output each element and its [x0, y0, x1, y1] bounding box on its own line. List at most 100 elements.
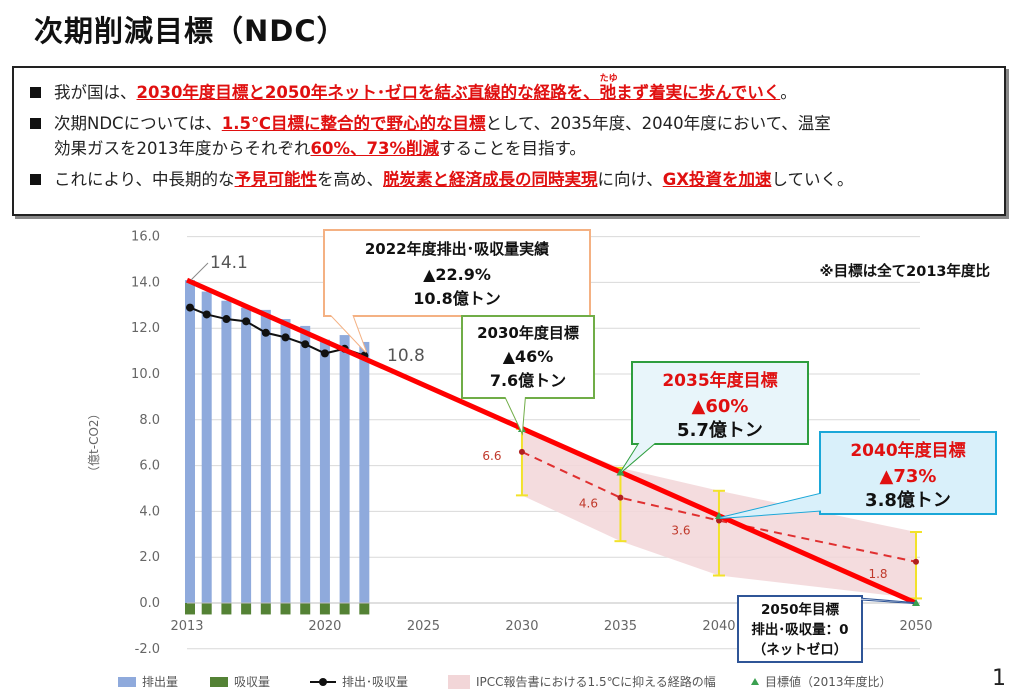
bullet1-highlight-2: まず着実に歩んでいく	[616, 83, 781, 102]
ipcc-value-label: 6.6	[482, 449, 501, 463]
target-pathway-line	[185, 277, 918, 606]
bullet1-highlight-1: 2030年度目標と2050年ネット･ゼロを結ぶ直線的な経路を、	[136, 83, 600, 102]
y-tick-label: 6.0	[139, 459, 160, 474]
bullet2-line2-pre: 効果ガスを2013年度からそれぞれ	[54, 139, 311, 158]
callout-2050-line2: 排出･吸収量：0	[751, 621, 848, 638]
bullet2-post: することを目指す。	[439, 139, 586, 158]
ipcc-value-label: 1.8	[868, 567, 887, 581]
net-emissions-point	[202, 310, 211, 319]
net-emissions-point	[301, 340, 310, 349]
ipcc-value-label: 3.6	[671, 524, 690, 538]
bullet3-mid2: に向け、	[597, 170, 663, 189]
ipcc-median-point	[617, 494, 624, 501]
summary-box: 我が国は、2030年度目標と2050年ネット･ゼロを結ぶ直線的な経路を、 たゆ 弛ま…	[12, 66, 1006, 216]
legend-label-emissions: 排出量	[142, 675, 178, 689]
end2022-value-label: 10.8	[387, 346, 425, 366]
callout-2040-line1: 2040年度目標	[850, 440, 965, 461]
emissions-bar	[319, 339, 330, 603]
summary-bullet-2: 次期NDCについては、1.5℃目標に整合的で野心的な目標として、2035年度、2…	[28, 111, 994, 136]
bullet2-highlight-2: 60%、73%削減	[310, 139, 440, 158]
x-tick-label: 2030	[505, 619, 538, 634]
square-bullet-icon	[30, 118, 41, 129]
net-emissions-line	[189, 306, 365, 357]
callout-2050-line3: （ネットゼロ）	[753, 641, 848, 658]
legend-swatch-ipcc	[448, 675, 470, 689]
removals-bar	[241, 603, 252, 615]
callout-2022-line2: ▲22.9%	[423, 265, 491, 284]
bullet3-mid1: を高め、	[317, 170, 384, 189]
removals-bar	[221, 603, 232, 615]
target-marker	[912, 599, 920, 606]
y-tick-label: 12.0	[131, 321, 160, 336]
callout-2030-line1: 2030年度目標	[477, 324, 579, 342]
net-emissions-point	[261, 328, 270, 337]
callout-2040-tail-cover	[720, 492, 828, 518]
legend-label-net: 排出･吸収量	[342, 675, 408, 689]
callout-2030-box	[461, 315, 595, 399]
bullet1-ruby-base: 弛	[599, 83, 617, 102]
y-tick-label: 14.0	[131, 275, 160, 290]
net-emissions-point	[281, 333, 290, 342]
page-number: 1	[992, 666, 1006, 691]
emissions-bar	[185, 280, 195, 603]
bullet1-post: 。	[780, 83, 797, 102]
callout-2035: 2035年度目標 ▲60%5.7億トン	[620, 361, 809, 473]
callout-2040-line2: ▲73%	[880, 466, 937, 487]
callout-2035-box	[631, 361, 809, 445]
callout-2035-line1: 2035年度目標	[662, 370, 777, 391]
removals-bar	[201, 603, 212, 615]
ipcc-median-point	[518, 448, 525, 455]
removals-bar	[319, 603, 330, 615]
callout-2030-line2: ▲46%	[503, 347, 554, 366]
net-emissions-point	[242, 317, 251, 326]
callout-2022-line1: 2022年度排出･吸収量実績	[365, 240, 549, 258]
y-axis-label: （億t-CO2）	[87, 407, 101, 478]
summary-bullet-3: これにより、中長期的な予見可能性を高め、脱炭素と経済成長の同時実現に向け、GX投…	[28, 167, 994, 192]
summary-bullet-2-line2: 効果ガスを2013年度からそれぞれ60%、73%削減することを目指す。	[28, 136, 994, 161]
ipcc-median-point	[913, 558, 919, 565]
x-tick-label: 2020	[308, 619, 341, 634]
removals-bar	[280, 603, 291, 615]
bullet1-ruby: たゆ弛	[599, 74, 618, 105]
legend-swatch-target	[751, 678, 759, 685]
bullet3-pre: これにより、中長期的な	[54, 170, 235, 189]
y-tick-label: 4.0	[139, 504, 160, 519]
bullet2-pre: 次期NDCについては、	[54, 114, 222, 133]
target-note: ※目標は全て2013年度比	[820, 262, 990, 280]
summary-bullet-1: 我が国は、2030年度目標と2050年ネット･ゼロを結ぶ直線的な経路を、 たゆ 弛ま…	[28, 74, 994, 105]
start-value-leader	[190, 262, 209, 281]
emissions-bar	[221, 300, 232, 603]
start-value-label: 14.1	[210, 253, 248, 273]
callout-2050-line1: 2050年目標	[761, 601, 840, 618]
net-emissions-point	[320, 349, 329, 358]
y-tick-label: 8.0	[139, 413, 160, 428]
callout-2030-line3: 7.6億トン	[490, 371, 566, 390]
bullet3-post: していく。	[771, 170, 854, 189]
removals-bar	[359, 603, 370, 615]
callout-2022-line3: 10.8億トン	[413, 289, 500, 308]
callout-2030-tail-cover	[505, 396, 525, 432]
square-bullet-icon	[30, 87, 41, 98]
y-tick-label: -2.0	[135, 642, 160, 657]
callout-2035-line3: 5.7億トン	[677, 419, 763, 441]
square-bullet-icon	[30, 174, 41, 185]
callout-2050-tail-cover	[838, 598, 914, 603]
target-marker	[616, 468, 625, 476]
emissions-bar	[260, 309, 271, 603]
bullet2-mid: として、2035年度、2040年度において、温室	[485, 114, 831, 133]
callout-2035-line2: ▲60%	[692, 396, 749, 417]
legend-label-target: 目標値（2013年度比）	[765, 674, 892, 689]
x-tick-label: 2040	[702, 619, 735, 634]
callout-2022: 2022年度排出･吸収量実績 ▲22.9% 10.8億トン	[323, 229, 591, 353]
y-tick-label: 10.0	[131, 367, 160, 382]
bullet3-highlight-2: 脱炭素と経済成長の同時実現	[383, 170, 598, 189]
bullet1-pre: 我が国は、	[54, 83, 137, 102]
removals-bar	[300, 603, 311, 615]
y-tick-label: 16.0	[131, 230, 160, 245]
bullet2-highlight-1: 1.5℃目標に整合的で野心的な目標	[221, 114, 486, 133]
emissions-chart: 16.0 14.0 12.0 10.0 8.0 6.0 4.0 2.0 0.0 -2.0 （億t-C…	[87, 229, 997, 689]
emissions-bar	[280, 319, 291, 603]
page-title: 次期削減目標（NDC）	[34, 14, 347, 48]
legend-swatch-removals	[210, 677, 228, 687]
